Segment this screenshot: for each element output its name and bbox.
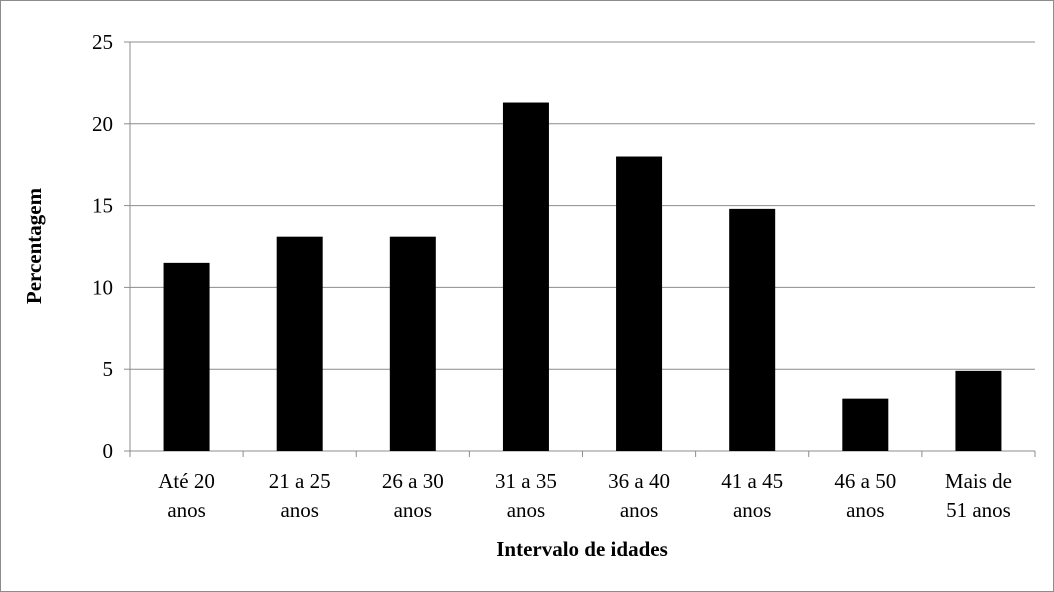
x-axis-title: Intervalo de idades xyxy=(496,537,668,561)
x-tick-label: 51 anos xyxy=(946,498,1011,522)
x-tick-label: anos xyxy=(167,498,206,522)
y-tick-label: 20 xyxy=(92,112,113,136)
x-tick-label: 46 a 50 xyxy=(834,469,896,493)
x-tick-label: anos xyxy=(620,498,659,522)
y-tick-label: 25 xyxy=(92,30,113,54)
bar xyxy=(163,262,210,451)
x-tick-label: anos xyxy=(280,498,319,522)
bar xyxy=(389,236,436,451)
y-tick-label: 10 xyxy=(92,275,113,299)
bar xyxy=(616,156,663,451)
x-tick-label: 26 a 30 xyxy=(382,469,444,493)
y-tick-label: 5 xyxy=(103,357,114,381)
x-tick-label: Mais de xyxy=(945,469,1012,493)
x-tick-label: Até 20 xyxy=(158,469,215,493)
x-tick-label: 31 a 35 xyxy=(495,469,557,493)
bar xyxy=(955,370,1002,451)
bar xyxy=(842,398,889,451)
bar xyxy=(502,102,549,452)
y-axis-title: Percentagem xyxy=(22,187,46,304)
x-tick-label: 21 a 25 xyxy=(269,469,331,493)
x-tick-label: 41 a 45 xyxy=(721,469,783,493)
x-tick-label: 36 a 40 xyxy=(608,469,670,493)
x-tick-label: anos xyxy=(394,498,433,522)
bar xyxy=(276,236,323,451)
x-tick-label: anos xyxy=(846,498,885,522)
bar xyxy=(729,208,776,451)
y-tick-label: 15 xyxy=(92,194,113,218)
y-tick-label: 0 xyxy=(103,439,114,463)
x-tick-label: anos xyxy=(733,498,772,522)
x-tick-label: anos xyxy=(507,498,546,522)
